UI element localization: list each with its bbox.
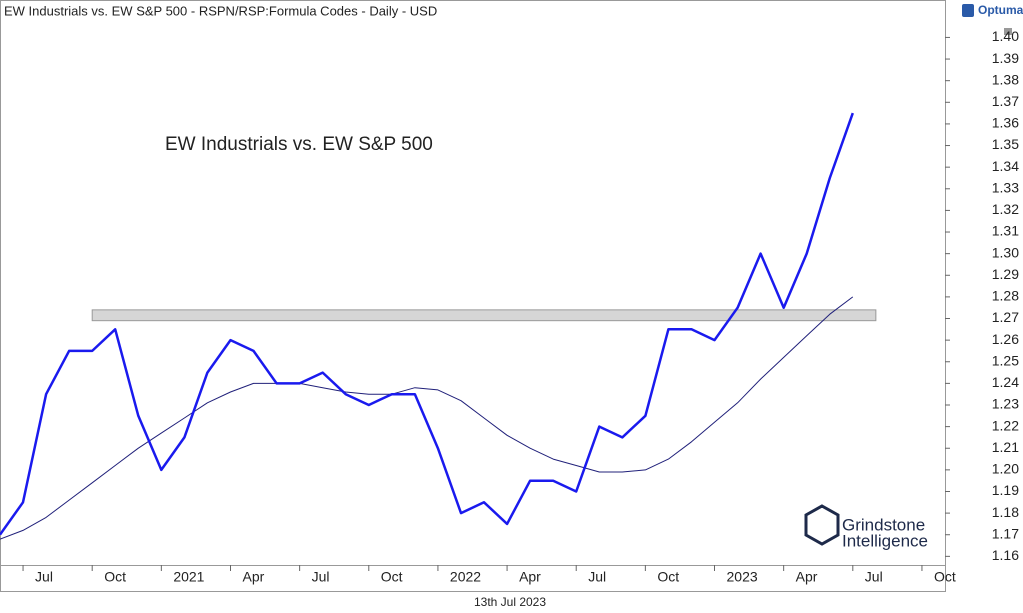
y-tick-label: 1.28 [992,288,1019,304]
lock-icon [1004,28,1012,35]
y-tick-label: 1.32 [992,201,1019,217]
x-tick-label: Oct [381,569,403,585]
y-tick-label: 1.35 [992,136,1019,152]
chart-title: EW Industrials vs. EW S&P 500 - RSPN/RSP… [4,3,437,18]
annotation: EW Industrials vs. EW S&P 500 [165,134,433,155]
x-tick-label: Apr [519,569,541,585]
y-tick-label: 1.21 [992,439,1019,455]
line-series [0,296,854,540]
resistance-band [91,309,877,322]
y-tick-label: 1.18 [992,504,1019,520]
x-tick-label: Jul [865,569,883,585]
y-tick-label: 1.25 [992,352,1019,368]
y-tick-label: 1.37 [992,93,1019,109]
brand-line: Intelligence [842,531,928,550]
y-tick-label: 1.27 [992,309,1019,325]
date-label: 13th Jul 2023 [474,595,546,609]
y-tick-label: 1.19 [992,482,1019,498]
x-tick-label: Jul [35,569,53,585]
brand-logo: Grindstone Intelligence [804,504,928,550]
y-tick-label: 1.17 [992,525,1019,541]
brand-icon [804,504,840,546]
x-axis-frame [0,565,946,592]
y-tick-label: 1.30 [992,244,1019,260]
x-tick-label: 2021 [173,569,204,585]
provider-icon [962,4,974,17]
y-tick-label: 1.39 [992,50,1019,66]
brand-line: Grindstone [842,515,925,534]
x-tick-label: Apr [796,569,818,585]
y-tick-label: 1.29 [992,266,1019,282]
y-tick-label: 1.22 [992,417,1019,433]
x-tick-label: Oct [934,569,956,585]
y-tick-label: 1.40 [992,28,1019,44]
y-tick-label: 1.23 [992,396,1019,412]
y-tick-label: 1.34 [992,158,1019,174]
x-tick-label: Oct [657,569,679,585]
line-series [0,112,854,536]
x-tick-label: 2022 [450,569,481,585]
y-tick-label: 1.31 [992,223,1019,239]
y-tick-label: 1.33 [992,179,1019,195]
y-tick-label: 1.16 [992,547,1019,563]
y-tick-label: 1.24 [992,374,1019,390]
y-tick-label: 1.36 [992,115,1019,131]
y-tick-label: 1.38 [992,71,1019,87]
x-tick-label: Jul [588,569,606,585]
x-tick-label: Jul [312,569,330,585]
x-tick-label: Oct [104,569,126,585]
provider-logo: Optuma [978,3,1023,17]
y-tick-label: 1.20 [992,461,1019,477]
y-tick-label: 1.26 [992,331,1019,347]
x-tick-label: Apr [242,569,264,585]
x-tick-label: 2023 [727,569,758,585]
